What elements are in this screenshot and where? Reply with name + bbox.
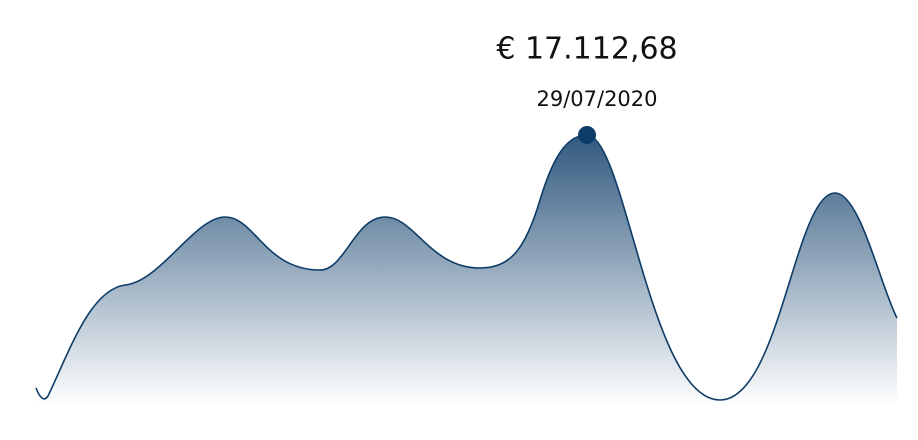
line [35,134,898,401]
tooltip-value: € 17.112,68 [496,32,677,67]
highlight-dot [578,126,596,144]
tooltip-date: 29/07/2020 [536,87,657,111]
area-fill [36,135,897,410]
